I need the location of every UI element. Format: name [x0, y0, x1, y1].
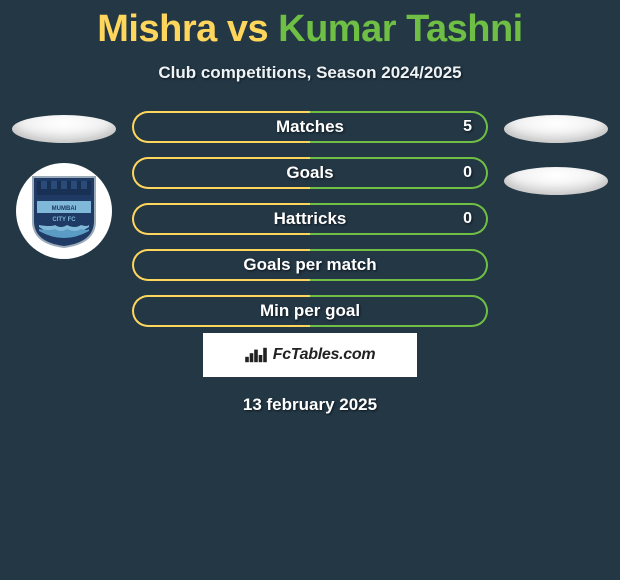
- comparison-layout: MUMBAI CITY FC Matches5Goals0Hattricks0G…: [0, 111, 620, 327]
- stat-value-right: 5: [463, 118, 472, 136]
- stat-value-right: 0: [463, 164, 472, 182]
- subtitle: Club competitions, Season 2024/2025: [0, 63, 620, 83]
- stat-row: Goals per match: [132, 249, 488, 281]
- source-badge-text: FcTables.com: [273, 346, 376, 364]
- stats-list: Matches 5 Goals 0 Hattricks 0 Goals per match M…: [130, 111, 490, 327]
- source-badge[interactable]: FcTables.com: [203, 333, 417, 377]
- stat-label: Goals per match: [243, 255, 376, 275]
- mumbai-city-crest-icon: MUMBAI CITY FC: [31, 173, 97, 249]
- left-flag-icon: [12, 115, 116, 143]
- stat-row: Matches 5: [132, 111, 488, 143]
- stat-value-right: 0: [463, 210, 472, 228]
- stat-row: Hattricks 0: [132, 203, 488, 235]
- stat-label: Matches: [276, 117, 344, 137]
- page-title: Mishra vs Kumar Tashni: [0, 0, 620, 51]
- right-flag-icon: [504, 115, 608, 143]
- date-label: 13 february 2025: [0, 395, 620, 415]
- stat-label: Min per goal: [260, 301, 360, 321]
- bar-chart-icon: [245, 346, 267, 364]
- stat-label: Hattricks: [274, 209, 347, 229]
- svg-text:CITY FC: CITY FC: [52, 217, 76, 223]
- right-player-column: [500, 111, 612, 327]
- stat-row: Goals 0: [132, 157, 488, 189]
- right-secondary-flag-icon: [504, 167, 608, 195]
- stat-row: Min per goal: [132, 295, 488, 327]
- stat-label: Goals: [286, 163, 333, 183]
- svg-text:MUMBAI: MUMBAI: [52, 206, 77, 212]
- left-player-column: MUMBAI CITY FC: [8, 111, 120, 327]
- left-club-logo: MUMBAI CITY FC: [16, 163, 112, 259]
